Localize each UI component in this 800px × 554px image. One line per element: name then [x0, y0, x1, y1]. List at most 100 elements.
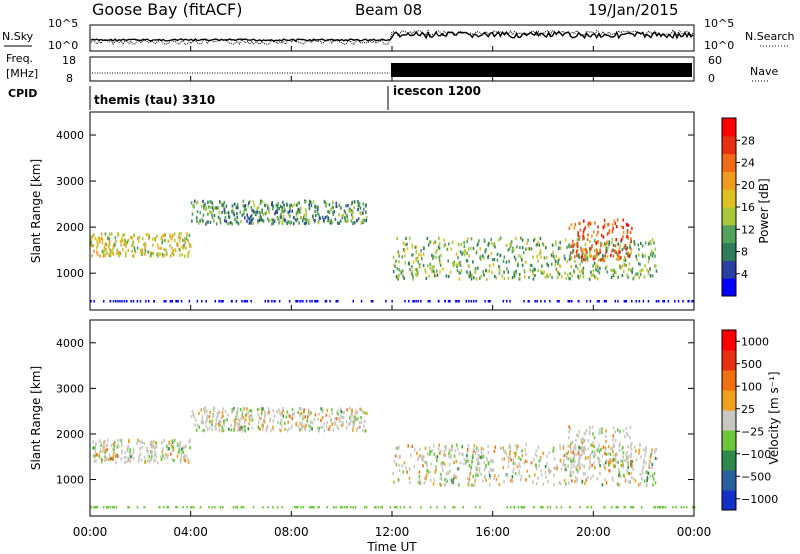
velocity-echo-cell — [350, 412, 353, 416]
velocity-echo-cell — [183, 457, 186, 461]
velocity-echo-cell — [644, 453, 646, 458]
velocity-echo-cell — [570, 471, 572, 475]
power-echo-cell — [528, 275, 530, 280]
velocity-echo-cell — [468, 477, 471, 481]
power-echo-cell — [603, 218, 606, 222]
velocity-echo-cell — [203, 411, 206, 415]
velocity-echo-cell — [535, 454, 538, 458]
velocity-echo-cell — [548, 467, 550, 471]
velocity-echo-cell — [588, 430, 591, 434]
power-echo-cell — [133, 233, 135, 237]
power-echo-cell — [596, 300, 599, 303]
velocity-echo-cell — [243, 424, 245, 428]
power-echo-cell — [409, 236, 411, 240]
power-echo-cell — [570, 223, 573, 227]
power-echo-cell — [154, 237, 156, 241]
velocity-echo-cell — [104, 439, 106, 443]
velocity-echo-cell — [117, 438, 119, 443]
power-echo-cell — [174, 238, 176, 243]
velocity-echo-cell — [183, 454, 186, 458]
velocity-colorbar-tick-label: 100 — [741, 380, 762, 393]
velocity-echo-cell — [638, 443, 641, 447]
power-echo-cell — [138, 239, 140, 243]
power-echo-cell — [317, 221, 320, 225]
power-echo-cell — [317, 300, 319, 303]
power-echo-cell — [246, 219, 248, 223]
power-echo-cell — [518, 277, 520, 281]
velocity-echo-cell — [293, 411, 295, 415]
velocity-echo-cell — [515, 444, 517, 448]
velocity-echo-cell — [310, 506, 313, 509]
velocity-echo-cell — [492, 468, 495, 472]
velocity-echo-cell — [562, 446, 565, 450]
power-echo-cell — [124, 251, 127, 255]
velocity-echo-cell — [502, 446, 504, 450]
power-echo-cell — [221, 203, 224, 207]
velocity-echo-cell — [189, 446, 191, 450]
power-echo-cell — [621, 265, 623, 269]
velocity-echo-cell — [276, 410, 278, 414]
power-echo-cell — [480, 257, 482, 261]
velocity-echo-cell — [322, 425, 324, 429]
velocity-echo-cell — [608, 469, 610, 473]
velocity-echo-cell — [185, 454, 188, 458]
power-echo-cell — [295, 203, 298, 207]
nave-tick-low: 0 — [708, 72, 715, 85]
power-echo-cell — [438, 242, 441, 246]
power-echo-cell — [592, 273, 594, 277]
power-echo-cell — [124, 238, 126, 242]
velocity-echo-cell — [329, 425, 331, 429]
power-echo-cell — [525, 260, 527, 264]
velocity-echo-cell — [155, 455, 158, 459]
power-echo-cell — [392, 255, 395, 259]
velocity-echo-cell — [511, 475, 514, 479]
velocity-echo-cell — [209, 419, 211, 424]
power-echo-cell — [467, 273, 470, 277]
power-echo-cell — [101, 249, 104, 253]
power-echo-cell — [405, 236, 407, 241]
power-echo-cell — [360, 300, 363, 303]
power-echo-cell — [223, 200, 226, 204]
power-echo-cell — [604, 242, 606, 246]
power-echo-cell — [303, 222, 306, 226]
velocity-echo-cell — [286, 410, 289, 414]
velocity-echo-cell — [235, 418, 237, 423]
power-echo-cell — [248, 217, 250, 221]
power-echo-cell — [537, 241, 539, 245]
power-echo-cell — [638, 261, 640, 266]
power-echo-cell — [96, 250, 98, 254]
power-echo-cell — [184, 241, 186, 245]
power-echo-cell — [403, 276, 405, 280]
velocity-echo-cell — [375, 506, 377, 509]
power-echo-cell — [438, 236, 440, 240]
power-echo-cell — [546, 255, 548, 260]
nave-block-afternoon — [391, 63, 692, 77]
power-echo-cell — [620, 256, 622, 260]
velocity-echo-cell — [485, 478, 487, 482]
velocity-echo-cell — [608, 463, 610, 467]
velocity-echo-cell — [257, 412, 259, 416]
power-echo-cell — [526, 241, 528, 245]
velocity-echo-cell — [476, 457, 478, 461]
velocity-echo-cell — [485, 456, 488, 460]
velocity-echo-cell — [352, 506, 354, 509]
velocity-echo-cell — [272, 427, 275, 432]
velocity-echo-cell — [433, 444, 435, 448]
velocity-echo-cell — [132, 457, 135, 461]
velocity-echo-cell — [157, 461, 159, 465]
velocity-echo-cell — [195, 428, 198, 432]
power-echo-cell — [555, 254, 558, 258]
velocity-echo-cell — [335, 417, 338, 421]
power-echo-cell — [586, 238, 589, 242]
velocity-echo-cell — [579, 456, 582, 460]
velocity-echo-cell — [553, 483, 555, 487]
power-echo-cell — [123, 238, 125, 242]
velocity-echo-cell — [559, 447, 562, 451]
power-echo-cell — [592, 264, 594, 268]
velocity-echo-cell — [220, 420, 222, 424]
velocity-echo-cell — [611, 446, 614, 451]
power-echo-cell — [314, 209, 317, 213]
velocity-echo-cell — [625, 459, 627, 463]
velocity-echo-cell — [393, 480, 395, 484]
